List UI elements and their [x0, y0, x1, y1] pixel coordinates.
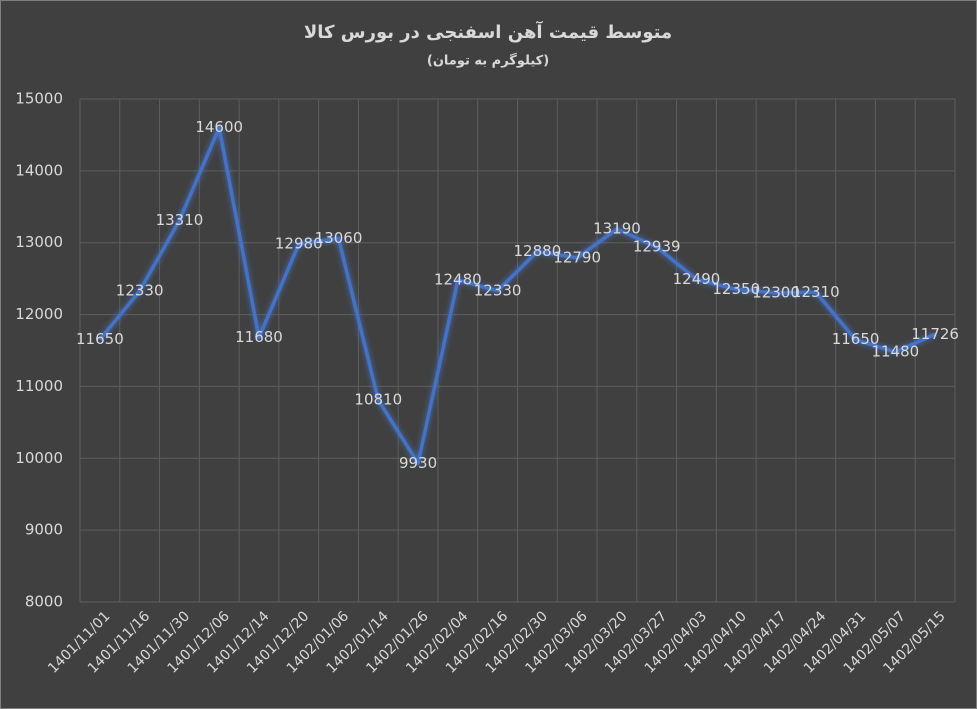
data-label: 11480 — [871, 342, 919, 360]
data-label: 13310 — [156, 211, 204, 229]
y-tick-label: 13000 — [15, 233, 63, 251]
data-label: 14600 — [195, 118, 243, 136]
y-tick-label: 14000 — [15, 161, 63, 179]
data-label: 12939 — [633, 238, 681, 256]
data-label: 12350 — [712, 280, 760, 298]
chart-subtitle: (کیلوگرم به تومان) — [427, 53, 549, 69]
data-label: 12300 — [752, 284, 800, 302]
data-label: 11680 — [235, 328, 283, 346]
data-label: 13060 — [315, 229, 363, 247]
data-label: 13190 — [593, 220, 641, 238]
data-label: 12310 — [792, 283, 840, 301]
data-label: 11650 — [76, 330, 124, 348]
line — [98, 125, 936, 466]
y-tick-label: 11000 — [15, 377, 63, 395]
data-label: 12790 — [553, 248, 601, 266]
data-label: 12880 — [514, 242, 562, 260]
data-label: 11726 — [911, 325, 959, 343]
data-label: 12330 — [116, 281, 164, 299]
chart-title: متوسط قیمت آهن اسفنجی در بورس کالا — [304, 20, 672, 43]
data-label: 12480 — [434, 271, 482, 289]
y-tick-label: 10000 — [15, 449, 63, 467]
y-tick-label: 8000 — [25, 593, 63, 611]
data-label: 12330 — [474, 281, 522, 299]
y-tick-label: 9000 — [25, 521, 63, 539]
data-label: 11650 — [832, 330, 880, 348]
data-label: 9930 — [399, 454, 437, 472]
data-label: 12980 — [275, 235, 323, 253]
y-tick-label: 15000 — [15, 90, 63, 108]
data-label: 10810 — [354, 391, 402, 409]
y-tick-label: 12000 — [15, 305, 63, 323]
data-label: 12490 — [673, 270, 721, 288]
